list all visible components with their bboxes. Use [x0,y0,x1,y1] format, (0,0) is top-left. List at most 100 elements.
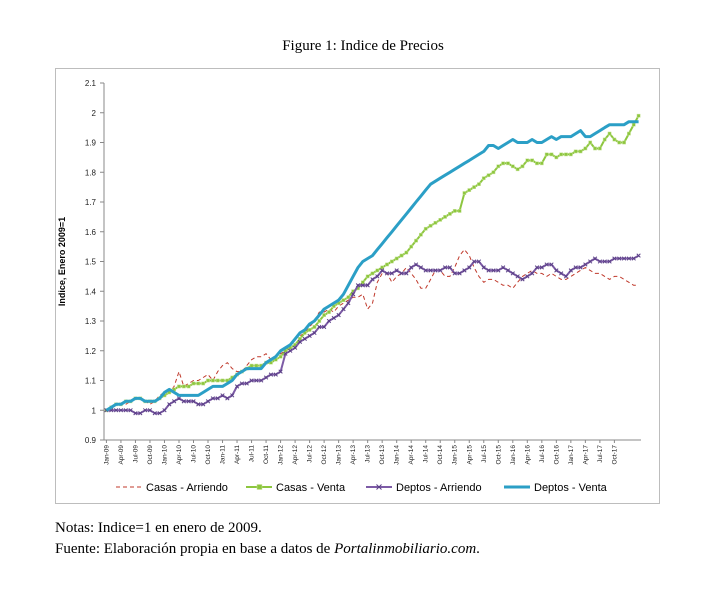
deptos-arriendo-marker [525,274,530,279]
deptos-arriendo-marker [457,271,462,276]
casas-venta-marker [409,244,414,249]
deptos-arriendo-marker [205,399,211,404]
deptos-arriendo-marker [307,333,312,339]
deptos-arriendo-marker [263,375,269,380]
deptos-arriendo-marker [302,336,307,342]
chart-legend: Casas - Arriendo Casas - Venta Deptos - Ar… [116,482,608,494]
deptos-arriendo-marker [520,277,525,282]
deptos-arriendo-marker [355,283,361,288]
deptos-arriendo-marker [138,411,143,416]
deptos-arriendo-marker [167,402,172,407]
casas-venta-marker [583,146,588,151]
casas-venta-line [105,115,640,412]
deptos-arriendo-marker [491,268,496,273]
deptos-arriendo-marker [428,268,433,273]
casas-venta-marker [501,161,505,166]
deptos-arriendo-marker [326,318,332,324]
deptos-arriendo-marker [191,399,196,404]
deptos-arriendo-marker [549,262,554,267]
figure-caption: Figure 1: Indice de Precios [282,38,444,54]
deptos-arriendo-marker [186,399,191,404]
x-tick-label: Oct-16 [553,445,560,465]
x-tick-label: Oct-13 [379,445,386,465]
x-tick-label: Jan-16 [510,445,517,465]
casas-venta-marker [491,170,496,175]
y-tick-label: 1.1 [85,377,97,386]
x-tick-label: Jul-16 [539,445,546,463]
casas-venta-marker [569,152,573,157]
deptos-arriendo-marker [181,399,186,404]
casas-venta-marker [220,378,225,383]
deptos-arriendo-marker [418,265,424,270]
casas-venta-marker [448,212,452,216]
deptos-venta-line [105,120,639,412]
source-suffix: . [476,541,480,557]
casas-venta-marker [622,140,626,145]
x-tick-label: Apr-15 [466,445,473,465]
legend-label: Casas - Arriendo [146,482,228,494]
casas-venta-marker [612,137,617,142]
deptos-arriendo-marker [365,283,370,288]
deptos-arriendo-marker [481,265,486,270]
x-tick-label: Jan-09 [103,445,110,465]
deptos-arriendo-marker [249,378,254,383]
casas-venta-marker [307,328,312,332]
casas-venta-marker [588,140,593,145]
deptos-arriendo-marker [147,408,153,413]
deptos-arriendo-marker [384,271,390,276]
casas-venta-marker [593,146,597,151]
deptos-arriendo-marker [563,274,569,279]
y-tick-label: 0.9 [85,436,97,445]
x-tick-label: Jul-15 [481,445,488,463]
casas-venta-marker [515,167,520,172]
deptos-arriendo-marker [321,324,327,330]
deptos-arriendo-marker [539,265,544,270]
deptos-arriendo-marker [152,411,157,416]
deptos-arriendo-marker [559,271,564,276]
deptos-arriendo-marker [597,259,603,264]
chart-series [104,113,641,416]
casas-venta-marker [211,378,215,383]
deptos-arriendo-marker [278,369,283,374]
y-axis-label: Indice, Enero 2009=1 [57,217,67,306]
line-chart: 0.9 1 1.1 1.2 1.3 1.4 1.5 1.6 1.7 1.8 1.9 2 2.1 Indic… [57,79,641,494]
deptos-arriendo-marker [201,402,206,407]
casas-venta-marker [423,226,428,231]
deptos-arriendo-marker [399,271,404,276]
casas-venta-marker [375,268,380,273]
x-tick-label: Oct-12 [321,445,328,465]
deptos-arriendo-marker [568,268,574,273]
deptos-arriendo-marker [273,372,278,377]
deptos-arriendo-marker [259,378,264,383]
casas-venta-marker [414,238,418,243]
deptos-arriendo-marker [442,265,448,270]
y-tick-label: 1.6 [85,228,97,237]
deptos-arriendo-marker [210,396,216,401]
casas-venta-marker [327,310,331,314]
casas-venta-marker [457,209,462,213]
casas-venta-marker [636,113,641,118]
x-tick-label: Jan-15 [452,445,459,465]
deptos-arriendo-marker [462,268,467,273]
casas-venta-marker [506,161,510,166]
casas-venta-marker [186,384,191,389]
x-tick-label: Jan-13 [336,445,343,465]
casas-venta-marker [520,164,525,169]
deptos-arriendo-marker [409,265,414,270]
x-tick-label: Oct-17 [611,445,618,465]
deptos-arriendo-marker [312,330,317,336]
deptos-arriendo-marker [336,312,341,318]
y-tick-label: 2.1 [85,79,97,88]
deptos-arriendo-marker [612,256,617,261]
deptos-arriendo-marker [583,262,588,267]
y-tick-label: 1.2 [85,347,97,356]
casas-arriendo-line [106,249,639,411]
x-tick-label: Jul-13 [365,445,372,463]
casas-venta-marker [298,337,302,341]
legend-label: Casas - Venta [276,482,346,494]
x-tick-label: Jul-14 [423,445,430,463]
deptos-arriendo-marker [534,265,540,270]
deptos-arriendo-marker [171,399,177,404]
casas-venta-marker [598,146,602,151]
deptos-arriendo-marker [375,274,380,279]
